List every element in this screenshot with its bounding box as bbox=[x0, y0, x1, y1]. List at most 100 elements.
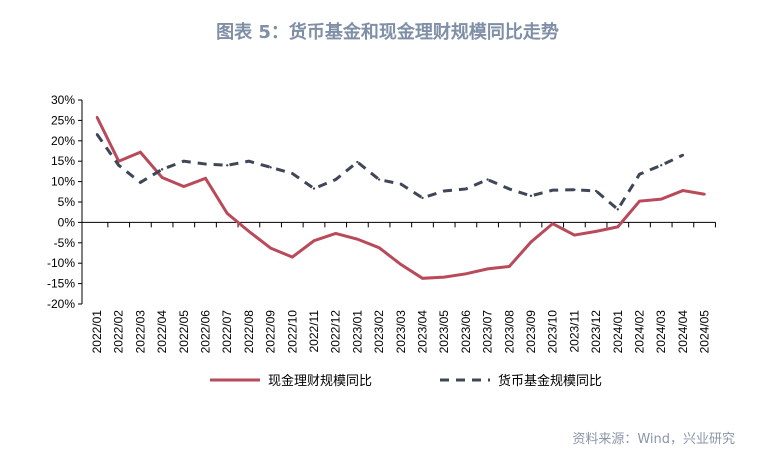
data-point bbox=[356, 160, 359, 164]
y-tick-label: -20% bbox=[47, 297, 75, 311]
x-tick-label: 2023/07 bbox=[481, 310, 495, 354]
data-point bbox=[226, 212, 229, 215]
x-tick-label: 2022/03 bbox=[133, 310, 147, 354]
data-point bbox=[616, 225, 619, 229]
data-point bbox=[399, 263, 402, 266]
y-tick-label: -10% bbox=[47, 256, 75, 270]
x-tick-label: 2023/01 bbox=[350, 310, 364, 354]
x-tick-label: 2024/01 bbox=[611, 310, 625, 354]
x-tick-label: 2022/07 bbox=[220, 310, 234, 354]
x-tick-label: 2023/05 bbox=[437, 310, 451, 354]
x-tick-label: 2023/06 bbox=[459, 310, 473, 354]
y-tick-label: 25% bbox=[51, 113, 75, 127]
x-tick-label: 2022/02 bbox=[112, 310, 126, 354]
data-point bbox=[269, 166, 272, 169]
data-point bbox=[334, 232, 337, 235]
data-point bbox=[573, 233, 576, 237]
data-point bbox=[226, 164, 229, 167]
x-tick-label: 2022/10 bbox=[285, 310, 299, 354]
y-tick-label: 30% bbox=[51, 93, 75, 107]
x-tick-label: 2023/04 bbox=[416, 310, 430, 354]
data-point bbox=[551, 222, 554, 225]
chart-title: 图表 5：货币基金和现金理财规模同比走势 bbox=[216, 22, 559, 43]
y-tick-label: 0% bbox=[58, 215, 76, 229]
x-tick-label: 2022/04 bbox=[155, 310, 169, 354]
data-point bbox=[529, 194, 533, 198]
x-tick-label: 2023/03 bbox=[394, 310, 408, 354]
data-point bbox=[377, 178, 381, 181]
x-tick-label: 2022/11 bbox=[307, 310, 321, 353]
source-note: 资料来源：Wind，兴业研究 bbox=[572, 432, 735, 447]
data-point bbox=[638, 199, 641, 203]
data-point bbox=[616, 208, 619, 211]
x-tick-label: 2024/04 bbox=[676, 310, 690, 354]
data-point bbox=[399, 182, 402, 186]
data-point bbox=[182, 185, 185, 188]
data-point bbox=[312, 239, 316, 242]
x-tick-label: 2023/09 bbox=[524, 310, 538, 354]
x-tick-label: 2022/05 bbox=[177, 310, 191, 354]
y-tick-label: -15% bbox=[47, 277, 75, 291]
data-point bbox=[486, 267, 489, 271]
data-point bbox=[247, 160, 251, 163]
data-point bbox=[204, 177, 207, 180]
x-tick-label: 2022/01 bbox=[90, 310, 104, 354]
data-point bbox=[573, 188, 576, 191]
data-point bbox=[291, 172, 294, 175]
x-tick-label: 2022/08 bbox=[242, 310, 256, 354]
data-point bbox=[594, 230, 598, 233]
legend-label: 现金理财规模同比 bbox=[268, 373, 372, 389]
data-point bbox=[139, 151, 142, 154]
data-point bbox=[377, 246, 381, 249]
data-point bbox=[508, 187, 511, 191]
data-point bbox=[334, 178, 337, 181]
data-point bbox=[95, 133, 99, 136]
data-point bbox=[117, 160, 120, 163]
data-point bbox=[117, 164, 120, 167]
data-point bbox=[421, 277, 424, 280]
data-point bbox=[594, 189, 598, 193]
x-tick-label: 2024/03 bbox=[654, 310, 668, 354]
y-tick-label: 10% bbox=[51, 175, 75, 189]
y-tick-label: 15% bbox=[51, 154, 75, 168]
data-point bbox=[443, 189, 446, 193]
legend-label: 货币基金规模同比 bbox=[498, 373, 602, 389]
data-point bbox=[247, 230, 251, 233]
data-point bbox=[356, 237, 359, 241]
data-point bbox=[95, 115, 99, 119]
data-point bbox=[486, 178, 489, 181]
data-point bbox=[160, 168, 164, 171]
x-tick-label: 2022/06 bbox=[199, 310, 213, 354]
data-point bbox=[421, 196, 424, 200]
x-tick-label: 2023/11 bbox=[567, 310, 581, 353]
data-point bbox=[464, 272, 468, 276]
data-point bbox=[160, 176, 164, 179]
data-point bbox=[660, 197, 663, 201]
data-point bbox=[638, 173, 641, 176]
data-point bbox=[443, 275, 446, 279]
data-point bbox=[182, 160, 185, 163]
data-point bbox=[508, 265, 511, 268]
data-point bbox=[464, 187, 468, 191]
x-tick-label: 2024/02 bbox=[633, 310, 647, 354]
data-point bbox=[551, 188, 554, 192]
y-tick-label: 20% bbox=[51, 134, 75, 148]
data-point bbox=[269, 246, 272, 250]
series-line-1 bbox=[95, 116, 705, 280]
x-tick-label: 2022/09 bbox=[264, 310, 278, 354]
x-tick-label: 2023/08 bbox=[502, 310, 516, 354]
x-tick-label: 2023/02 bbox=[372, 310, 386, 354]
x-tick-label: 2024/05 bbox=[698, 310, 712, 354]
data-point bbox=[660, 164, 663, 167]
series-line-2 bbox=[95, 133, 684, 212]
x-tick-label: 2022/12 bbox=[329, 310, 343, 354]
x-tick-label: 2023/10 bbox=[546, 310, 560, 354]
data-point bbox=[139, 181, 142, 184]
data-point bbox=[312, 187, 316, 190]
data-point bbox=[529, 240, 533, 244]
data-point bbox=[204, 162, 207, 166]
data-point bbox=[291, 255, 294, 259]
x-tick-label: 2023/12 bbox=[589, 310, 603, 354]
data-point bbox=[681, 189, 685, 192]
